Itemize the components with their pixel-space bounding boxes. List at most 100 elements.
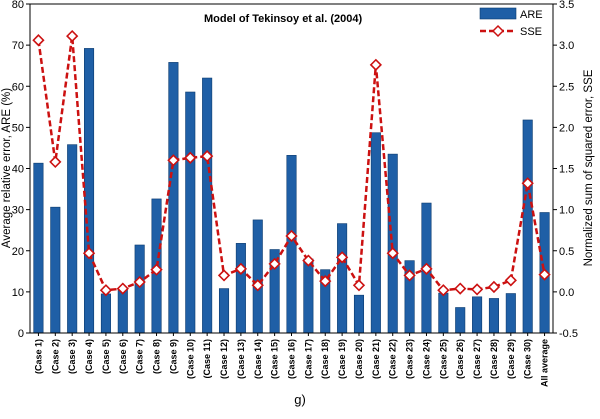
- right-tick-label: 2.0: [559, 122, 574, 134]
- panel-label: g): [294, 392, 306, 407]
- bar-are: [84, 48, 95, 334]
- left-tick-label: 80: [12, 0, 24, 11]
- left-tick-label: 30: [12, 205, 24, 217]
- x-category-label: (Case 25): [438, 339, 448, 379]
- bar-are: [134, 244, 145, 334]
- x-category-label: (Case 22): [388, 339, 398, 379]
- bar-are: [100, 293, 111, 334]
- bar-are: [337, 223, 348, 334]
- legend-sse-label: SSE: [520, 26, 542, 38]
- bar-are: [455, 307, 466, 334]
- sse-point: [268, 257, 281, 271]
- bar-are: [353, 294, 365, 334]
- x-category-label: (Case 24): [421, 339, 431, 379]
- right-tick-label: 3.5: [559, 0, 574, 11]
- right-tick-label: -0.5: [559, 328, 578, 340]
- x-category-label: (Case 14): [253, 339, 263, 379]
- right-tick-label: 2.5: [559, 81, 574, 93]
- x-category-label: (Case 6): [118, 339, 128, 374]
- bar-are: [168, 62, 179, 334]
- x-category-label: (Case 12): [219, 339, 229, 379]
- chart-title: Model of Tekinsoy et al. (2004): [204, 13, 362, 25]
- bar-are: [438, 292, 449, 334]
- sse-point: [319, 275, 332, 288]
- x-category-label: (Case 4): [84, 339, 94, 374]
- sse-point: [66, 29, 79, 43]
- sse-point: [184, 151, 197, 164]
- bar-are: [235, 243, 246, 334]
- x-category-label: (Case 17): [303, 339, 313, 379]
- bar-are: [370, 132, 381, 334]
- bar-are: [218, 288, 230, 334]
- x-category-label: (Case 2): [50, 339, 60, 374]
- sse-point: [437, 284, 450, 297]
- sse-point: [538, 268, 551, 281]
- sse-point: [352, 279, 366, 292]
- sse-point: [302, 254, 315, 267]
- sse-point: [234, 262, 248, 275]
- sse-point: [99, 284, 113, 297]
- x-category-label: (Case 23): [405, 339, 415, 379]
- sse-point: [49, 155, 62, 169]
- bar-are: [522, 119, 533, 334]
- x-category-label: (Case 8): [152, 339, 162, 374]
- x-category-label: (Case 27): [472, 339, 482, 379]
- x-category-label: (Case 16): [287, 339, 297, 379]
- sse-point: [504, 274, 517, 287]
- sse-point: [285, 229, 298, 243]
- x-category-label: (Case 7): [135, 339, 145, 374]
- sse-point: [403, 269, 416, 282]
- bar-are: [252, 219, 263, 334]
- x-category-label: (Case 11): [202, 339, 212, 379]
- y-axis-label-right: Normalized sum of squared error, SSE: [583, 69, 595, 266]
- sse-point: [521, 177, 534, 190]
- x-category-label: (Case 9): [168, 339, 178, 374]
- sse-point: [335, 251, 349, 264]
- bar-are: [303, 258, 314, 334]
- left-tick-label: 60: [12, 81, 24, 93]
- sse-point: [454, 282, 467, 295]
- sse-point: [386, 247, 399, 260]
- right-tick-label: 0.5: [559, 246, 574, 258]
- left-tick-label: 40: [12, 164, 24, 176]
- right-axis-ticks: -0.5 0.0 0.5 1.0 1.5 2.0 2.5 3.0 3.5: [553, 0, 578, 340]
- x-category-label: (Case 13): [236, 339, 246, 379]
- left-tick-label: 70: [12, 40, 24, 52]
- bar-are: [286, 155, 297, 334]
- bar-are: [67, 144, 78, 334]
- right-tick-label: 1.0: [559, 205, 574, 217]
- sse-point: [32, 34, 45, 47]
- bar-are: [505, 293, 516, 334]
- legend: ARE SSE: [479, 7, 543, 38]
- sse-point: [420, 262, 433, 275]
- bar-are: [117, 288, 128, 334]
- x-category-label: (Case 21): [371, 339, 381, 379]
- right-tick-label: 3.0: [559, 40, 574, 52]
- bar-are: [50, 206, 61, 334]
- left-tick-label: 20: [12, 246, 24, 258]
- sse-point: [133, 275, 146, 289]
- x-category-label: (Case 30): [523, 339, 533, 379]
- sse-point: [82, 247, 96, 260]
- y-axis-label-left: Average relative error, ARE (%): [1, 88, 13, 248]
- left-axis-ticks: 0 10 20 30 40 50 60 70 80: [12, 0, 30, 340]
- x-category-label: (Case 5): [101, 339, 111, 374]
- x-category-label: (Case 18): [320, 339, 330, 379]
- bar-are: [185, 91, 196, 334]
- left-tick-label: 50: [12, 122, 24, 134]
- bar-are: [488, 298, 499, 334]
- x-category-label: (Case 28): [489, 339, 499, 379]
- x-category-label: (Case 29): [506, 339, 516, 379]
- x-category-label: (Case 1): [33, 339, 43, 374]
- legend-sse-marker: [491, 24, 505, 38]
- x-category-label: All average: [540, 339, 550, 387]
- bar-are: [472, 296, 483, 334]
- right-tick-label: 0.0: [559, 287, 574, 299]
- sse-point: [487, 280, 501, 294]
- x-category-label: (Case 10): [185, 339, 195, 379]
- left-tick-label: 0: [18, 328, 24, 340]
- x-category-label: (Case 3): [67, 339, 77, 374]
